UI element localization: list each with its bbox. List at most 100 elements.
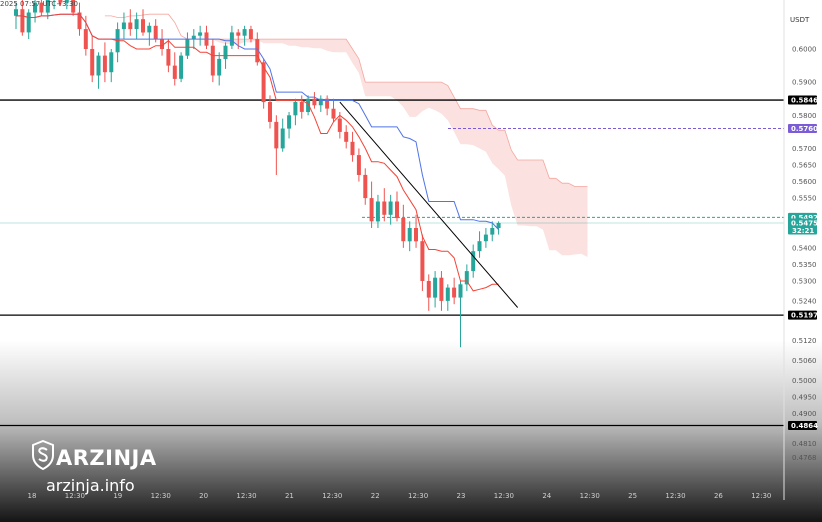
candle-body-1 [20, 9, 25, 33]
candle-body-15 [109, 52, 114, 73]
current-price-tag-countdown: 32:21 [792, 227, 814, 235]
chart-timestamp: 2025 07:57 UTC+3:30 [0, 0, 78, 8]
time-tick-6: 21 [285, 492, 294, 500]
candle-body-13 [96, 55, 101, 76]
price-tick-11: 0.5120 [792, 337, 817, 345]
candle-body-42 [280, 128, 285, 149]
indicator-lines [16, 13, 499, 292]
arzinja-shield-icon [32, 439, 54, 471]
candle-body-61 [401, 218, 406, 242]
time-axis: 18 12:30 19 12:30 20 12:30 21 12:30 22 12:30 23 12:… [28, 492, 772, 500]
candle-body-40 [268, 102, 272, 122]
ichimoku-cloud [104, 13, 588, 258]
candle-body-70 [458, 284, 463, 298]
level-tag-2-label: 0.4864 [791, 422, 818, 430]
candle-body-71 [464, 271, 469, 285]
candle-body-45 [299, 102, 304, 112]
price-tick-17: 0.4768 [792, 454, 817, 462]
brand-name: ARZINJA [56, 446, 157, 470]
cloud-upper-edge [104, 13, 588, 187]
time-tick-17: 12:30 [751, 492, 771, 500]
candle-body-72 [471, 251, 476, 272]
price-tick-4: 0.5650 [792, 162, 817, 170]
level-tag-1-label: 0.5197 [791, 312, 818, 320]
time-tick-0: 18 [28, 492, 37, 500]
price-tick-13: 0.5000 [792, 377, 817, 385]
candle-body-25 [172, 65, 177, 79]
candle-body-35 [236, 32, 241, 36]
candle-body-9 [71, 0, 76, 13]
candle-body-10 [77, 12, 82, 30]
candle-body-51 [337, 118, 342, 132]
conversion-line [16, 13, 499, 292]
candle-body-46 [306, 98, 311, 112]
candle-body-7 [58, 0, 63, 3]
candle-body-48 [318, 98, 323, 106]
time-tick-8: 22 [371, 492, 380, 500]
candle-body-54 [356, 155, 361, 175]
candle-body-53 [350, 141, 355, 156]
price-axis: 0.6000 0.5900 0.5800 0.5700 0.5650 0.5600 0.55… [792, 46, 817, 462]
candle-body-59 [388, 201, 393, 215]
time-tick-11: 12:30 [494, 492, 514, 500]
level-tag-0-box [788, 95, 817, 105]
time-tick-15: 12:30 [665, 492, 685, 500]
candle-body-14 [102, 55, 107, 73]
candle-body-28 [191, 35, 196, 39]
candle-body-49 [325, 98, 330, 109]
candle-body-57 [375, 201, 380, 222]
candle-body-64 [420, 241, 425, 281]
time-tick-12: 24 [542, 492, 551, 500]
trend-line [339, 101, 519, 308]
price-tick-9: 0.5300 [792, 278, 817, 286]
time-tick-14: 25 [628, 492, 637, 500]
price-tick-7: 0.5400 [792, 244, 817, 252]
candle-body-62 [407, 228, 412, 242]
time-tick-10: 23 [457, 492, 466, 500]
candle-body-22 [153, 25, 158, 40]
candle-body-60 [395, 201, 399, 219]
candle-body-17 [121, 22, 126, 30]
current-price-tag-label: 0.5475 [791, 220, 818, 228]
candle-body-50 [331, 108, 336, 119]
candle-body-12 [90, 49, 95, 76]
candle-body-5 [45, 0, 50, 13]
candle-body-34 [229, 32, 234, 46]
candle-body-2 [26, 12, 31, 33]
quote-currency-label: USDT [790, 16, 810, 24]
candle-body-18 [128, 22, 133, 30]
time-tick-7: 12:30 [322, 492, 342, 500]
candle-body-69 [452, 287, 457, 298]
price-tick-14: 0.4950 [792, 394, 817, 402]
candle-body-74 [483, 234, 488, 242]
price-tick-16: 0.4810 [792, 440, 817, 448]
candle-body-3 [33, 2, 37, 13]
bottom-fade-overlay [0, 340, 822, 522]
descending-trend-line [339, 101, 519, 308]
level-tag-1-box [788, 310, 817, 320]
level-tag-2-box [788, 421, 817, 430]
candle-body-32 [217, 58, 222, 76]
time-tick-13: 12:30 [580, 492, 600, 500]
time-tick-4: 20 [199, 492, 208, 500]
candle-body-21 [147, 25, 152, 33]
candle-body-44 [293, 102, 298, 116]
time-tick-1: 12:30 [65, 492, 85, 500]
cloud-area [104, 14, 588, 258]
candle-body-33 [223, 45, 228, 59]
candle-body-4 [39, 2, 44, 13]
candle-body-24 [166, 49, 171, 66]
time-tick-9: 12:30 [408, 492, 428, 500]
candle-body-76 [496, 223, 501, 228]
dashed-tag-0-box [788, 124, 817, 133]
candle-body-29 [198, 32, 203, 36]
candle-body-47 [312, 98, 317, 106]
time-tick-5: 12:30 [236, 492, 256, 500]
price-tick-2: 0.5800 [792, 112, 817, 120]
candle-body-8 [64, 0, 69, 3]
price-tick-6: 0.5550 [792, 195, 817, 203]
candle-body-67 [439, 277, 444, 301]
price-tick-3: 0.5700 [792, 145, 817, 153]
